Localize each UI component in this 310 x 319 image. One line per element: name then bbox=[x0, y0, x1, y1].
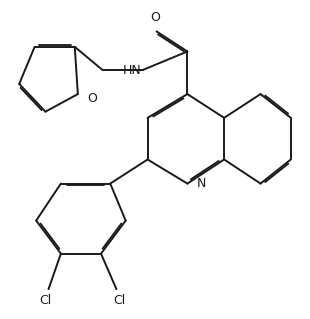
Text: HN: HN bbox=[122, 63, 141, 77]
Text: O: O bbox=[150, 11, 160, 24]
Text: O: O bbox=[87, 92, 97, 105]
Text: N: N bbox=[197, 177, 206, 190]
Text: Cl: Cl bbox=[113, 294, 126, 307]
Text: Cl: Cl bbox=[39, 294, 51, 307]
